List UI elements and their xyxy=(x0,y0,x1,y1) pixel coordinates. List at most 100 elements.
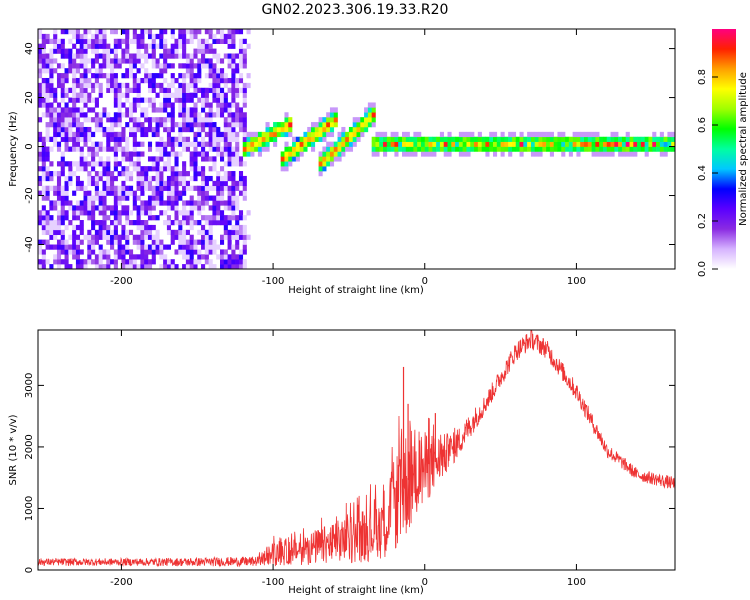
spectrogram-cell xyxy=(530,131,536,138)
spectrogram-cell xyxy=(60,259,65,265)
spectrogram-cell xyxy=(610,141,615,147)
spectrogram-cell xyxy=(599,146,604,152)
spectrogram-cell xyxy=(182,146,187,152)
spectrogram-cell xyxy=(227,254,232,260)
spectrogram-cell xyxy=(102,107,107,113)
spectrogram-cell xyxy=(254,131,259,138)
spectrogram-cell xyxy=(125,151,130,157)
spectrogram-cell xyxy=(307,126,312,133)
spectrogram-cell xyxy=(98,161,103,167)
spectrogram-cell xyxy=(341,126,346,133)
spectrogram-cell xyxy=(451,136,456,142)
spectrogram-cell xyxy=(223,38,228,44)
spectrogram-cell xyxy=(129,112,134,118)
spectrogram-cell xyxy=(91,200,96,206)
spectrogram-cell xyxy=(511,131,517,138)
spectrogram-cell xyxy=(326,122,331,128)
spectrogram-cell xyxy=(201,205,206,211)
snr-y-label: SNR (10 * v/v) xyxy=(8,414,19,485)
spectrogram-cell xyxy=(428,151,433,157)
spectrogram-cell xyxy=(402,131,407,138)
spectrogram-cell xyxy=(129,156,134,162)
spectrogram-cell xyxy=(223,33,228,40)
spectrogram-cell xyxy=(83,259,88,265)
spectrogram-cell xyxy=(572,131,577,138)
spectrogram-cell xyxy=(201,224,206,231)
spectrogram-cell xyxy=(79,92,84,98)
spectrogram-cell xyxy=(235,254,240,260)
spectrogram-cell xyxy=(129,185,134,191)
spectrogram-cell xyxy=(216,244,221,250)
spectrogram-cell xyxy=(56,171,62,177)
spectrogram-cell xyxy=(242,195,247,201)
spectrogram-cell xyxy=(591,131,596,138)
spectrogram-cell xyxy=(193,77,198,84)
spectrogram-cell xyxy=(591,146,596,152)
spectrogram-cell xyxy=(68,53,73,59)
spectrogram-cell xyxy=(576,141,581,147)
spectrogram-cell xyxy=(383,141,388,147)
spectrogram-cell xyxy=(420,151,426,157)
spectrogram-cell xyxy=(38,63,43,69)
spectrogram-cell xyxy=(352,131,357,138)
spectrogram-cell xyxy=(189,122,194,128)
spectrogram-cell xyxy=(417,131,422,138)
spectrogram-cell xyxy=(53,87,58,93)
spectrogram-cell xyxy=(197,38,202,44)
spectrogram-cell xyxy=(129,254,134,260)
spectrogram-cell xyxy=(618,141,623,147)
spectrogram-cell xyxy=(193,146,198,152)
spectrogram-cell xyxy=(91,63,96,69)
spectrogram-cell xyxy=(91,259,96,265)
spectrogram-cell xyxy=(371,146,376,152)
spectrogram-cell xyxy=(83,126,88,133)
spectrogram-cell xyxy=(110,229,115,236)
spectrogram-cell xyxy=(204,220,209,226)
spectrogram-cell xyxy=(41,48,46,54)
spectrogram-cell xyxy=(151,244,156,250)
spectrogram-cell xyxy=(106,131,111,138)
spectrogram-cell xyxy=(41,224,46,231)
spectrogram-cell xyxy=(371,151,376,157)
spectrogram-cell xyxy=(223,205,228,211)
spectrogram-cell xyxy=(132,63,137,69)
spectrogram-cell xyxy=(659,151,664,157)
spectrogram-cell xyxy=(242,87,247,93)
spectrogram-cell xyxy=(178,126,183,133)
spectrogram-cell xyxy=(147,229,153,236)
spectrogram-cell xyxy=(136,151,141,157)
spectrogram-cell xyxy=(587,131,592,138)
spectrogram-cell xyxy=(318,117,323,123)
spectrogram-cell xyxy=(75,68,81,74)
spectrogram-cell xyxy=(87,190,92,196)
spectrogram-cell xyxy=(91,205,96,211)
spectrogram-cell xyxy=(83,43,88,49)
spectrogram-cell xyxy=(235,234,240,240)
spectrogram-cell xyxy=(79,63,84,69)
spectrogram-cell xyxy=(163,92,168,98)
spectrogram-cell xyxy=(557,136,562,142)
spectrogram-cell xyxy=(375,136,380,142)
spectrogram-cell xyxy=(193,112,198,118)
spectrogram-cell xyxy=(170,205,175,211)
spectrogram-cell xyxy=(458,146,463,152)
spectrogram-cell xyxy=(64,73,69,79)
spectrogram-cell xyxy=(337,141,342,147)
spectrogram-cell xyxy=(60,38,65,44)
spectrogram-cell xyxy=(117,107,122,113)
spectrogram-cell xyxy=(227,141,232,147)
spectrogram-cell xyxy=(208,220,213,226)
spectrogram-cell xyxy=(56,195,62,201)
spectrogram-cell xyxy=(235,244,240,250)
spectrogram-cell xyxy=(288,156,293,162)
spectrogram-cell xyxy=(56,48,62,54)
spectrogram-cell xyxy=(227,171,232,177)
spectrogram-cell xyxy=(568,141,573,147)
spectrogram-cell xyxy=(68,205,73,211)
spectrogram-cell xyxy=(197,210,202,216)
spectrogram-cell xyxy=(98,259,103,265)
spectrogram-cell xyxy=(83,58,88,64)
spectrogram-cell xyxy=(159,239,164,245)
spectrogram-cell xyxy=(223,97,228,103)
spectrogram-cell xyxy=(129,107,134,113)
